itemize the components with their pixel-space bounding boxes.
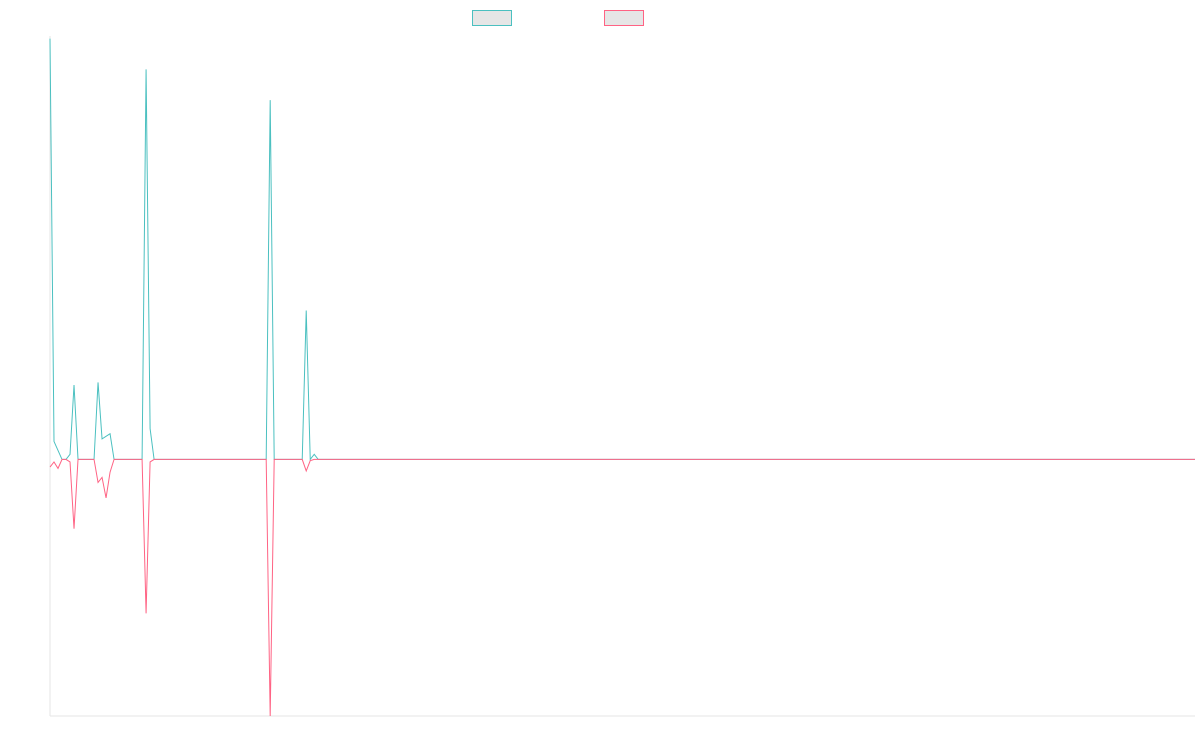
legend-swatch-2 [604, 10, 644, 26]
series-layer [49, 38, 1195, 717]
axes [49, 36, 1195, 717]
legend-swatch-1 [472, 10, 512, 26]
legend [472, 10, 644, 26]
series-line-1 [49, 38, 1195, 461]
series-line-2 [49, 458, 1195, 717]
